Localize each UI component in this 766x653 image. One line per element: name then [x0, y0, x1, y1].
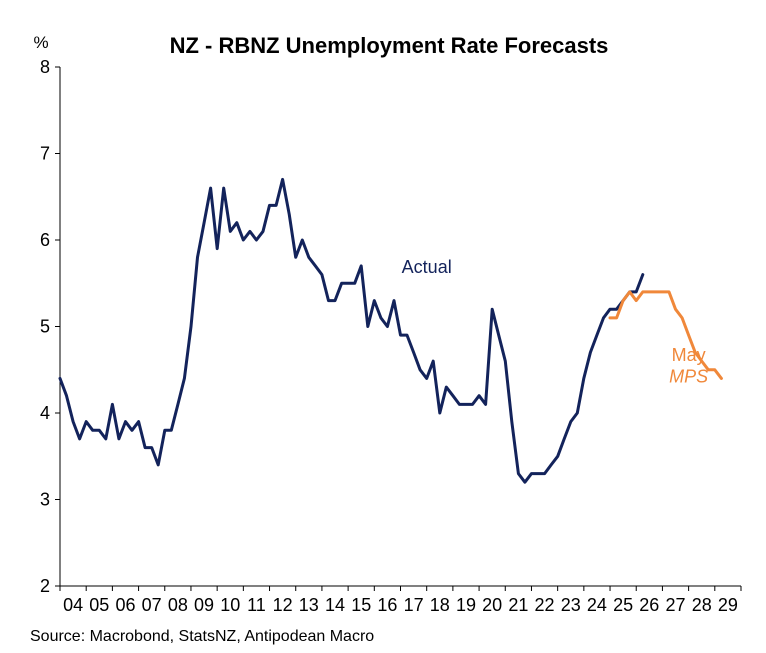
x-axis-ticks: 04 05 06 07 08 09 10 11 12 13 14 15 16 17 18 19 20 21 22 23… — [59, 586, 742, 615]
x-tick-label: 24 — [587, 595, 607, 615]
x-tick-label: 22 — [535, 595, 555, 615]
x-tick-label: 29 — [718, 595, 738, 615]
x-tick-label: 07 — [142, 595, 162, 615]
annotation-label: MPS — [669, 367, 708, 387]
x-tick-label: 12 — [273, 595, 293, 615]
x-tick-label: 08 — [168, 595, 188, 615]
y-tick-label: 3 — [40, 490, 50, 510]
x-tick-label: 19 — [456, 595, 476, 615]
y-tick-label: 5 — [40, 317, 50, 337]
x-tick-label: 10 — [220, 595, 240, 615]
y-tick-label: 8 — [40, 57, 50, 77]
x-tick-label: 09 — [194, 595, 214, 615]
y-tick-label: 6 — [40, 230, 50, 250]
series-layer — [58, 177, 723, 484]
annotation-label: May — [672, 345, 706, 365]
annotation-label: Actual — [402, 257, 452, 277]
x-tick-label: 18 — [430, 595, 450, 615]
x-tick-label: 26 — [639, 595, 659, 615]
x-tick-label: 15 — [351, 595, 371, 615]
x-tick-label: 23 — [561, 595, 581, 615]
x-tick-label: 04 — [63, 595, 83, 615]
y-axis-ticks: 2 3 4 5 6 7 8 — [40, 57, 60, 596]
source-note: Source: Macrobond, StatsNZ, Antipodean M… — [30, 628, 374, 645]
y-tick-label: 2 — [40, 576, 50, 596]
x-tick-label: 16 — [377, 595, 397, 615]
x-tick-label: 21 — [508, 595, 528, 615]
y-tick-label: 7 — [40, 144, 50, 164]
x-tick-label: 20 — [482, 595, 502, 615]
chart-title: NZ - RBNZ Unemployment Rate Forecasts — [170, 33, 609, 58]
x-tick-label: 13 — [299, 595, 319, 615]
y-axis-unit-label: % — [33, 33, 48, 52]
y-tick-label: 4 — [40, 403, 50, 423]
axes — [59, 67, 741, 587]
series-line-may-mps — [608, 290, 723, 380]
x-tick-label: 14 — [325, 595, 345, 615]
x-tick-label: 28 — [692, 595, 712, 615]
x-tick-label: 05 — [89, 595, 109, 615]
series-line-actual — [58, 177, 645, 484]
x-tick-label: 17 — [404, 595, 424, 615]
x-tick-label: 25 — [613, 595, 633, 615]
x-tick-label: 06 — [115, 595, 135, 615]
x-tick-label: 11 — [247, 595, 266, 615]
x-tick-label: 27 — [666, 595, 686, 615]
